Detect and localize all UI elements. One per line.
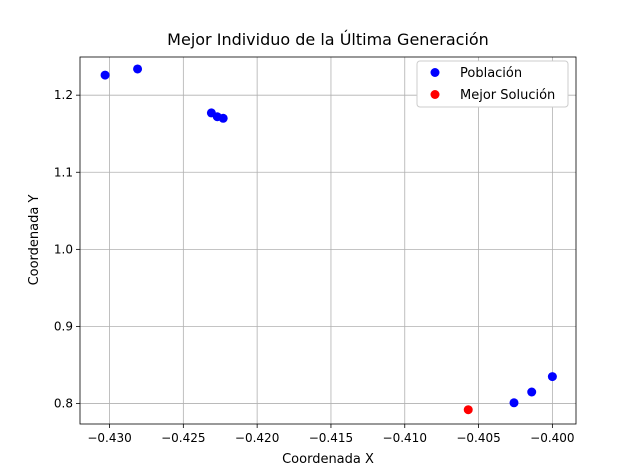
data-point-poblacion (133, 64, 143, 74)
x-tick-label: −0.415 (309, 431, 353, 445)
y-tick-label: 1.0 (54, 242, 73, 256)
plot-frame (79, 56, 577, 425)
legend-label-mejor-solucion: Mejor Solución (460, 88, 555, 103)
data-point-poblacion (100, 70, 110, 80)
data-points (100, 64, 557, 415)
y-tick-label: 0.9 (54, 319, 73, 333)
legend-box (416, 60, 569, 108)
x-tick-label: −0.420 (235, 431, 279, 445)
legend-marker-poblacion (430, 68, 440, 77)
data-point-poblacion (547, 372, 557, 382)
chart-title: Mejor Individuo de la Última Generación (167, 30, 489, 49)
x-axis-label: Coordenada X (282, 452, 374, 467)
data-point-poblacion (527, 387, 537, 397)
y-tick-label: 1.1 (54, 165, 73, 179)
y-tick-label: 0.8 (54, 397, 73, 411)
x-tick-label: −0.410 (383, 431, 427, 445)
grid-lines (80, 57, 576, 424)
axis-ticks: −0.430 −0.425 −0.420 −0.415 −0.410 −0.405 −0.4… (54, 88, 575, 445)
y-tick-label: 1.2 (54, 88, 73, 102)
x-tick-label: −0.430 (87, 431, 131, 445)
x-tick-label: −0.425 (161, 431, 205, 445)
data-point-poblacion (509, 398, 519, 408)
data-point-mejor-solucion (463, 405, 473, 415)
legend-label-poblacion: Población (460, 66, 522, 81)
y-axis-label: Coordenada Y (27, 195, 42, 286)
legend: Población Mejor Solución (416, 60, 569, 108)
x-tick-label: −0.405 (456, 431, 500, 445)
data-point-poblacion (218, 113, 228, 123)
legend-marker-mejor-solucion (430, 90, 440, 99)
x-tick-label: −0.400 (530, 431, 574, 445)
